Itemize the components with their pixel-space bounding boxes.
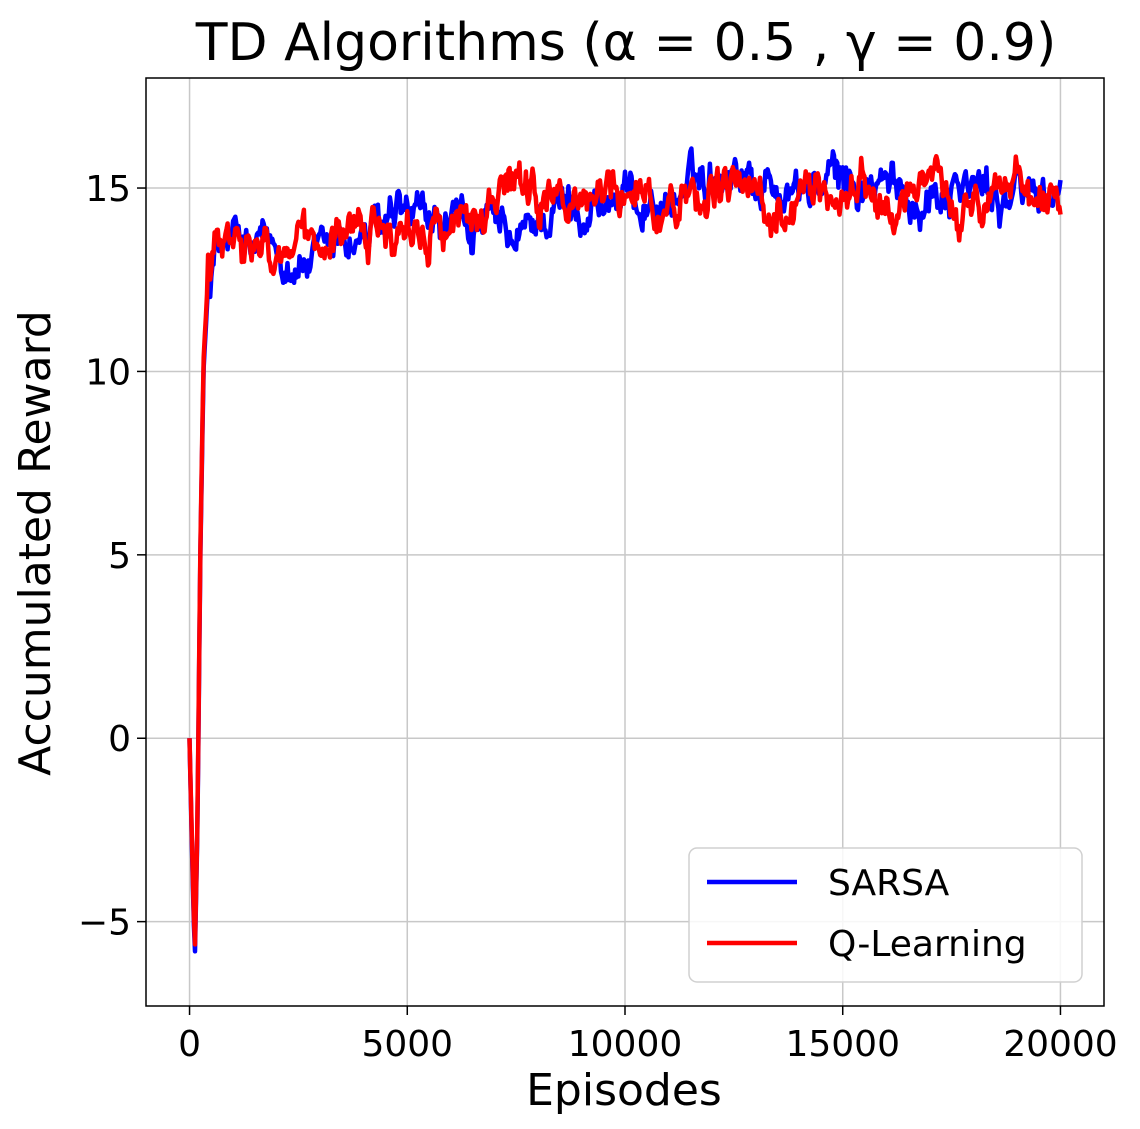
- x-tick-label: 10000: [568, 1024, 683, 1065]
- legend: SARSA Q-Learning: [688, 847, 1083, 983]
- y-tick-label: 10: [85, 352, 131, 393]
- chart-title: TD Algorithms (α = 0.5 , γ = 0.9): [195, 13, 1057, 73]
- x-tick-label: 5000: [361, 1024, 453, 1065]
- y-axis-ticks: −5 0 5 10 15: [78, 169, 146, 944]
- y-axis-label: Accumulated Reward: [10, 310, 61, 776]
- legend-label: Q-Learning: [828, 924, 1027, 965]
- x-axis-ticks: 0 5000 10000 15000 20000: [178, 1006, 1118, 1065]
- series-lines: [187, 146, 1063, 954]
- y-tick-label: 5: [108, 536, 131, 577]
- x-tick-label: 20000: [1003, 1024, 1118, 1065]
- legend-label: SARSA: [828, 863, 950, 904]
- x-tick-label: 15000: [785, 1024, 900, 1065]
- series-line-q-learning: [187, 153, 1063, 947]
- x-tick-label: 0: [178, 1024, 201, 1065]
- y-tick-label: −5: [78, 903, 131, 944]
- y-tick-label: 15: [85, 169, 131, 210]
- y-tick-label: 0: [108, 719, 131, 760]
- x-axis-label: Episodes: [526, 1065, 722, 1116]
